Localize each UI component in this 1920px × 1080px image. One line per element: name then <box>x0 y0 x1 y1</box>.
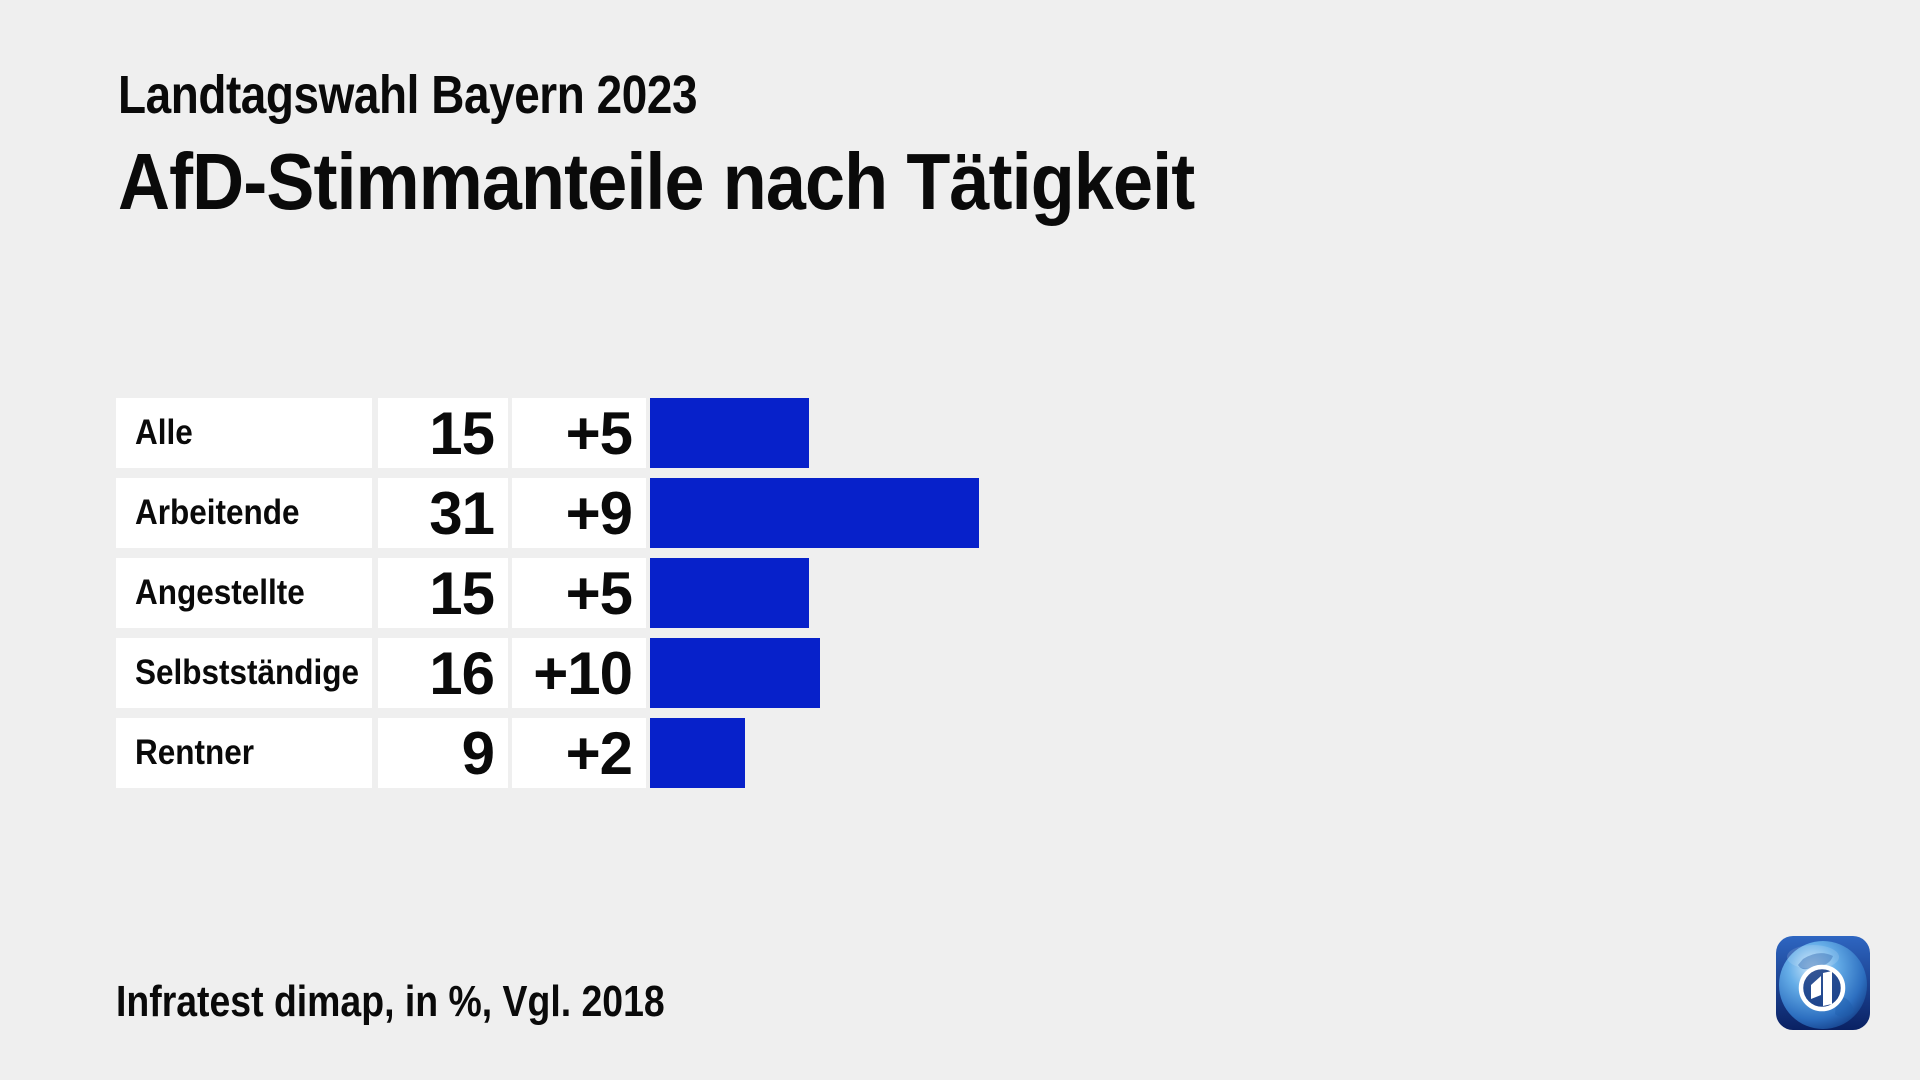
bar <box>650 558 809 628</box>
bar <box>650 638 820 708</box>
row-value: 15 <box>378 398 508 468</box>
row-label-text: Angestellte <box>135 573 305 612</box>
row-diff-text: +5 <box>565 399 633 467</box>
ard-globe-logo-icon <box>1776 936 1870 1030</box>
table-row: Alle 15 +5 <box>116 398 979 468</box>
source-attribution-text: Infratest dimap, in %, Vgl. 2018 <box>116 977 665 1026</box>
row-label: Angestellte <box>116 558 372 628</box>
row-value: 9 <box>378 718 508 788</box>
row-diff-text: +5 <box>565 559 633 627</box>
source-attribution: Infratest dimap, in %, Vgl. 2018 <box>116 980 762 1024</box>
row-label: Rentner <box>116 718 372 788</box>
row-label-text: Alle <box>135 413 193 452</box>
row-value: 16 <box>378 638 508 708</box>
row-diff: +9 <box>512 478 646 548</box>
bar <box>650 718 745 788</box>
row-label: Arbeitende <box>116 478 372 548</box>
row-value-text: 16 <box>429 639 495 707</box>
chart-subtitle: Landtagswahl Bayern 2023 <box>118 68 799 122</box>
chart-title: AfD-Stimmanteile nach Tätigkeit <box>118 142 1314 222</box>
logo-one-flag <box>1811 976 1821 999</box>
row-value-text: 9 <box>461 719 495 787</box>
row-label: Selbstständige <box>116 638 372 708</box>
bar <box>650 478 979 548</box>
table-row: Arbeitende 31 +9 <box>116 478 979 548</box>
row-value: 31 <box>378 478 508 548</box>
row-value-text: 31 <box>429 479 495 547</box>
row-diff-text: +9 <box>565 479 633 547</box>
row-label-text: Arbeitende <box>135 493 300 532</box>
bar <box>650 398 809 468</box>
row-value-text: 15 <box>429 399 495 467</box>
bar-table: Alle 15 +5 Arbeitende 31 +9 <box>116 398 979 798</box>
logo-ring <box>1798 964 1846 1012</box>
logo-one-stem <box>1823 971 1832 1006</box>
table-row: Rentner 9 +2 <box>116 718 979 788</box>
logo-continent <box>1798 953 1833 970</box>
table-row: Angestellte 15 +5 <box>116 558 979 628</box>
row-value-text: 15 <box>429 559 495 627</box>
table-row: Selbstständige 16 +10 <box>116 638 979 708</box>
row-diff: +2 <box>512 718 646 788</box>
row-value: 15 <box>378 558 508 628</box>
row-diff: +10 <box>512 638 646 708</box>
row-diff: +5 <box>512 398 646 468</box>
row-label-text: Rentner <box>135 733 255 772</box>
logo-gloss <box>1787 945 1839 969</box>
row-diff-text: +10 <box>533 639 633 707</box>
row-diff: +5 <box>512 558 646 628</box>
chart-subtitle-text: Landtagswahl Bayern 2023 <box>118 65 698 125</box>
row-diff-text: +2 <box>565 719 633 787</box>
row-label-text: Selbstständige <box>135 653 360 692</box>
row-label: Alle <box>116 398 372 468</box>
chart-title-text: AfD-Stimmanteile nach Tätigkeit <box>118 137 1195 226</box>
